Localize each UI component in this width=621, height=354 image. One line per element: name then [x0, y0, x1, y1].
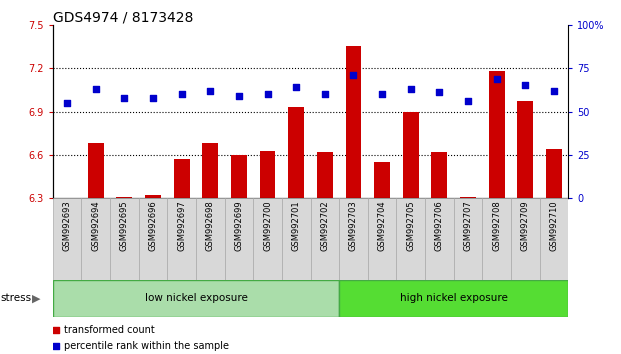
Bar [511, 198, 540, 280]
Bar [117, 197, 132, 198]
Bar [403, 112, 419, 198]
Bar [53, 280, 339, 317]
Bar [317, 152, 333, 198]
Bar [339, 198, 368, 280]
Text: transformed count: transformed count [64, 325, 155, 335]
Bar [202, 143, 218, 198]
Point [463, 98, 473, 104]
Bar [368, 198, 396, 280]
Text: GSM992703: GSM992703 [349, 201, 358, 251]
Point [62, 100, 72, 105]
Point [291, 84, 301, 90]
Bar [145, 195, 161, 198]
Bar [483, 198, 511, 280]
Text: GSM992702: GSM992702 [320, 201, 329, 251]
Bar [231, 155, 247, 198]
Text: GSM992693: GSM992693 [63, 201, 71, 251]
Bar [53, 198, 81, 280]
Point [119, 95, 129, 101]
Point [263, 91, 273, 97]
Bar [196, 198, 225, 280]
Bar [260, 150, 276, 198]
Bar [546, 149, 562, 198]
Point [377, 91, 387, 97]
Text: GDS4974 / 8173428: GDS4974 / 8173428 [53, 11, 193, 25]
Point [348, 72, 358, 78]
Bar [540, 198, 568, 280]
Point [549, 88, 559, 93]
Bar [339, 280, 568, 317]
Point [206, 88, 215, 93]
Text: GSM992706: GSM992706 [435, 201, 444, 251]
Bar [454, 198, 483, 280]
Bar [81, 198, 110, 280]
Point [231, 118, 241, 124]
Bar [460, 197, 476, 198]
Bar [167, 198, 196, 280]
Text: GSM992699: GSM992699 [234, 201, 243, 251]
Text: GSM992701: GSM992701 [292, 201, 301, 251]
Bar [110, 198, 138, 280]
Text: GSM992705: GSM992705 [406, 201, 415, 251]
Bar [138, 198, 167, 280]
Point [231, 263, 241, 268]
Text: GSM992694: GSM992694 [91, 201, 100, 251]
Text: stress: stress [1, 293, 32, 303]
Bar [396, 198, 425, 280]
Point [234, 93, 244, 99]
Text: GSM992708: GSM992708 [492, 201, 501, 251]
Text: GSM992697: GSM992697 [177, 201, 186, 251]
Point [520, 82, 530, 88]
Text: low nickel exposure: low nickel exposure [145, 293, 247, 303]
Point [91, 86, 101, 92]
Bar [88, 143, 104, 198]
Text: GSM992704: GSM992704 [378, 201, 387, 251]
Point [148, 95, 158, 101]
Text: GSM992696: GSM992696 [148, 201, 158, 251]
Point [406, 86, 415, 92]
Bar [345, 46, 361, 198]
Text: GSM992707: GSM992707 [463, 201, 473, 251]
Bar [425, 198, 454, 280]
Point [177, 91, 187, 97]
Bar [374, 162, 390, 198]
Bar [517, 101, 533, 198]
Text: ▶: ▶ [32, 293, 41, 303]
Bar [310, 198, 339, 280]
Text: GSM992700: GSM992700 [263, 201, 272, 251]
Text: GSM992698: GSM992698 [206, 201, 215, 251]
Bar [225, 198, 253, 280]
Point [492, 76, 502, 81]
Bar [432, 152, 447, 198]
Bar [253, 198, 282, 280]
Bar [489, 71, 504, 198]
Point [435, 90, 445, 95]
Text: GSM992695: GSM992695 [120, 201, 129, 251]
Bar [288, 107, 304, 198]
Text: GSM992710: GSM992710 [550, 201, 558, 251]
Bar [282, 198, 310, 280]
Point [320, 91, 330, 97]
Text: percentile rank within the sample: percentile rank within the sample [64, 341, 229, 351]
Bar [174, 159, 189, 198]
Text: high nickel exposure: high nickel exposure [400, 293, 507, 303]
Text: GSM992709: GSM992709 [521, 201, 530, 251]
